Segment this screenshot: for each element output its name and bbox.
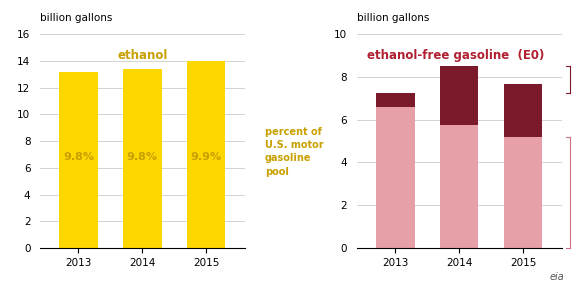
Text: billion gallons: billion gallons bbox=[357, 13, 429, 23]
Text: percent of
U.S. motor
gasoline
pool: percent of U.S. motor gasoline pool bbox=[265, 127, 324, 177]
Bar bbox=[376, 93, 415, 107]
Text: 9.8%: 9.8% bbox=[63, 152, 94, 162]
Text: ethanol-free gasoline  (E0): ethanol-free gasoline (E0) bbox=[367, 49, 545, 62]
Bar bbox=[504, 84, 543, 137]
Bar bbox=[59, 72, 97, 248]
Bar bbox=[440, 125, 478, 248]
Bar bbox=[187, 61, 225, 248]
Text: billion gallons: billion gallons bbox=[40, 13, 112, 23]
Text: eia: eia bbox=[550, 272, 564, 282]
Text: 9.8%: 9.8% bbox=[127, 152, 158, 162]
Bar bbox=[440, 66, 478, 125]
Bar bbox=[504, 137, 543, 248]
Text: ethanol: ethanol bbox=[117, 49, 167, 62]
Bar bbox=[376, 107, 415, 248]
Bar bbox=[123, 69, 162, 248]
Text: 9.9%: 9.9% bbox=[191, 152, 222, 162]
